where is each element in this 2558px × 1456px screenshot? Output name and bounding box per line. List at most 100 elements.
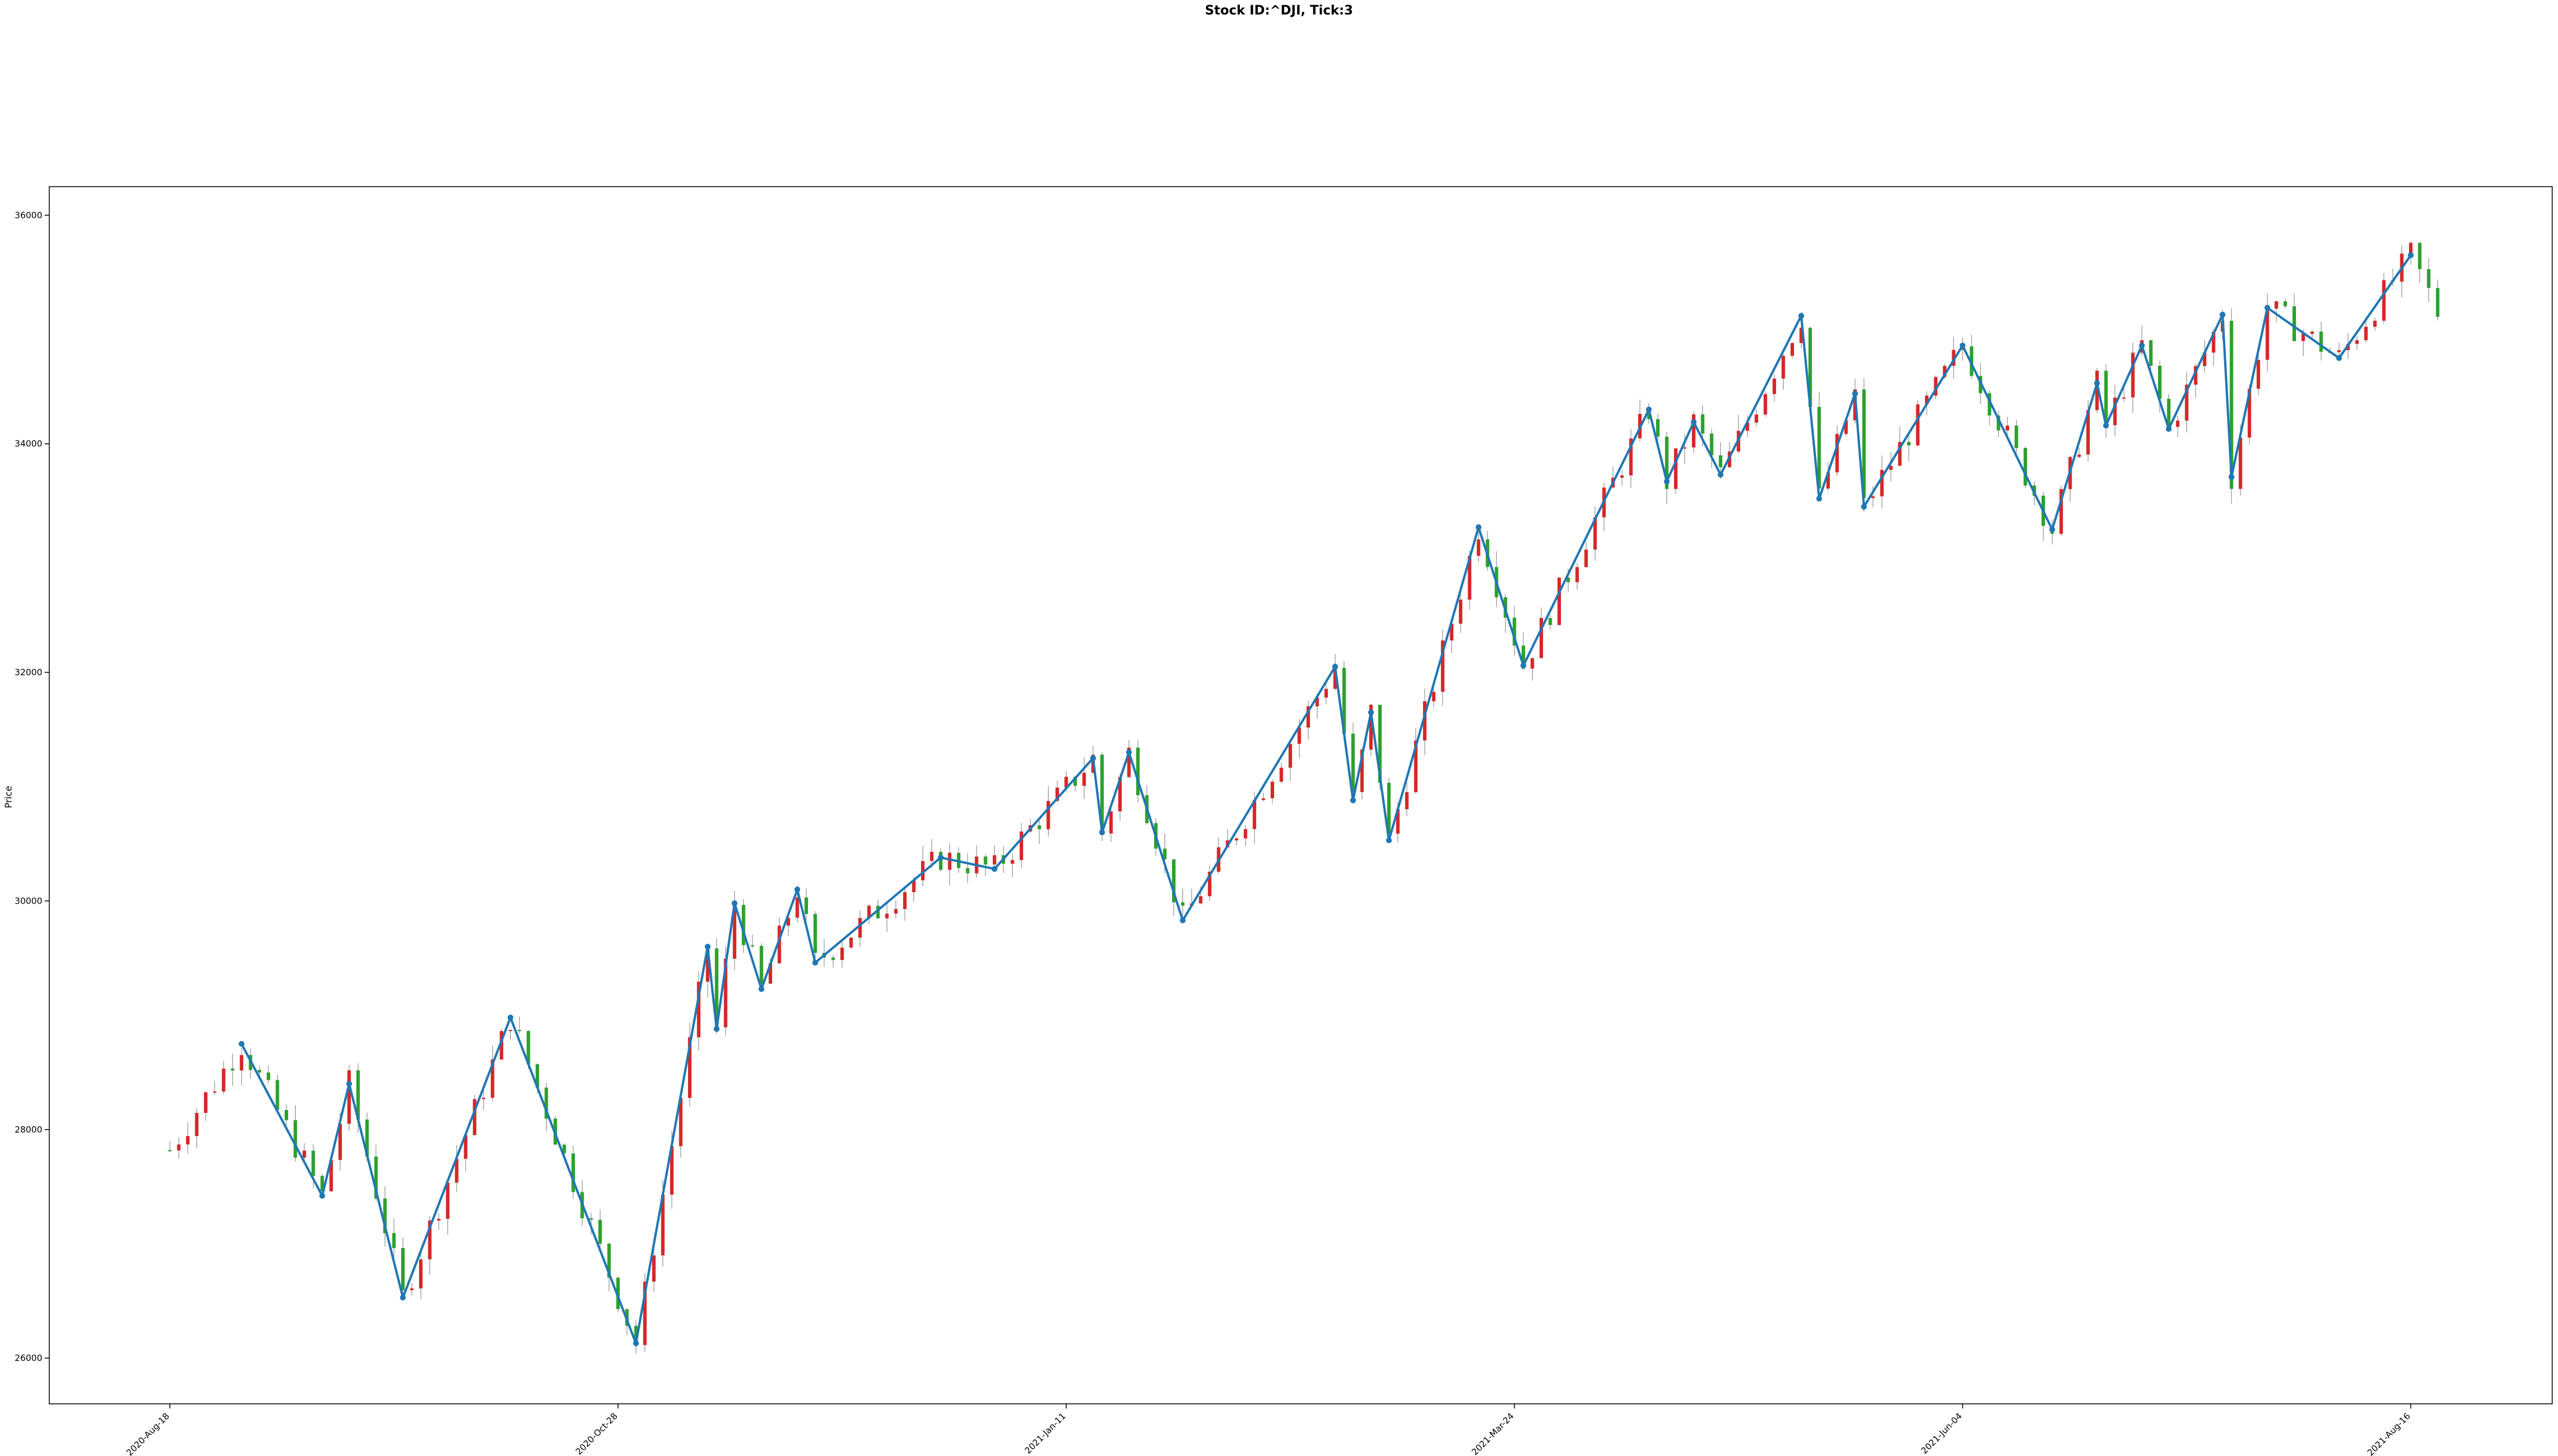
zigzag-point xyxy=(2094,380,2100,387)
candle-body xyxy=(562,1144,566,1154)
candle-body xyxy=(1934,377,1938,396)
candle-body xyxy=(1620,475,1624,478)
candle-body xyxy=(383,1198,387,1233)
x-axis: 2020-Aug-18 2020-Oct-28 2021-Jan-11 2021-Ma… xyxy=(124,1404,2413,1456)
candle-body xyxy=(1835,434,1839,472)
candle-body xyxy=(1010,860,1014,864)
candle-body xyxy=(938,851,943,870)
candle-body xyxy=(2355,340,2359,344)
zigzag-point xyxy=(1816,496,1822,502)
candle-body xyxy=(1171,859,1176,902)
candle-body xyxy=(1880,469,1884,497)
candle-body xyxy=(239,1055,243,1071)
candle-body xyxy=(705,948,709,982)
candle-body xyxy=(472,1099,476,1135)
zigzag-point xyxy=(1852,390,1858,396)
candle-body xyxy=(984,856,988,865)
zigzag-point xyxy=(400,1294,406,1301)
zigzag-point xyxy=(714,1026,720,1032)
candle-body xyxy=(1181,902,1185,906)
candle-body xyxy=(1988,393,1992,416)
candle-body xyxy=(679,1098,683,1146)
candle-body xyxy=(1253,800,1257,829)
candle-body xyxy=(1306,706,1310,728)
candle-body xyxy=(267,1072,271,1080)
candle-body xyxy=(231,1068,235,1071)
zigzag-point xyxy=(1798,312,1804,319)
candle-body xyxy=(1082,773,1086,786)
candle-body xyxy=(598,1220,602,1244)
candle-body xyxy=(195,1113,199,1137)
candle-body xyxy=(1324,689,1328,698)
candle-body xyxy=(1701,414,1705,434)
zigzag-point xyxy=(1520,663,1527,669)
candle-body xyxy=(1351,733,1355,792)
x-tick-label: 2021-Mar-24 xyxy=(1469,1411,1516,1456)
candles-layer xyxy=(168,241,2440,1354)
candle-body xyxy=(2301,333,2305,341)
candle-body xyxy=(221,1068,225,1092)
x-tick-label: 2021-Jan-11 xyxy=(1023,1411,1068,1456)
candle-body xyxy=(903,892,907,909)
candle-body xyxy=(2229,321,2233,489)
candle-body xyxy=(257,1069,261,1073)
zigzag-point xyxy=(937,854,944,861)
candle-body xyxy=(2203,352,2207,366)
zigzag-point xyxy=(794,886,800,893)
candle-body xyxy=(787,918,791,926)
candle-body xyxy=(1414,740,1418,792)
candle-body xyxy=(320,1175,324,1192)
candle-body xyxy=(1575,567,1579,583)
zigzag-point xyxy=(812,959,818,966)
y-tick-label: 30000 xyxy=(14,896,42,906)
candle-body xyxy=(526,1031,530,1065)
candle-body xyxy=(777,925,781,963)
candle-body xyxy=(2337,350,2341,352)
candle-body xyxy=(168,1150,172,1152)
zigzag-point xyxy=(238,1040,245,1047)
candle-body xyxy=(1781,355,1785,379)
candle-body xyxy=(1907,442,1911,446)
y-tick-label: 28000 xyxy=(14,1124,42,1135)
candle-body xyxy=(1817,407,1821,489)
x-tick-label: 2021-Jun-04 xyxy=(1919,1411,1964,1456)
candle-body xyxy=(1261,798,1265,800)
candle-body xyxy=(589,1218,593,1220)
zigzag-point xyxy=(704,944,711,950)
candle-body xyxy=(1396,809,1400,834)
candle-body xyxy=(1271,781,1275,799)
candle-body xyxy=(1647,414,1651,420)
candle-body xyxy=(311,1151,315,1176)
candle-body xyxy=(454,1159,459,1183)
candle-body xyxy=(2095,370,2099,410)
candle-body xyxy=(446,1182,450,1219)
zigzag-point xyxy=(2166,426,2172,432)
candle-body xyxy=(849,937,853,948)
candle-body xyxy=(1656,419,1660,437)
zigzag-point xyxy=(1090,755,1096,761)
candle-body xyxy=(2167,398,2171,427)
zigzag-point xyxy=(1126,749,1132,756)
zigzag-point xyxy=(758,986,765,992)
zigzag-point xyxy=(1180,917,1186,923)
x-tick-label: 2020-Oct-28 xyxy=(574,1411,620,1456)
candle-body xyxy=(1916,404,1920,446)
candle-body xyxy=(2239,437,2243,489)
candle-body xyxy=(1808,327,1812,407)
x-tick-label: 2020-Aug-18 xyxy=(124,1411,171,1456)
candle-body xyxy=(275,1080,279,1111)
candle-body xyxy=(2265,308,2269,360)
candle-body xyxy=(1038,825,1042,829)
candle-body xyxy=(1629,438,1633,476)
candle-body xyxy=(419,1259,423,1288)
candle-body xyxy=(544,1087,548,1119)
candle-body xyxy=(948,853,952,870)
candle-body xyxy=(1530,658,1534,669)
candle-body xyxy=(607,1243,611,1278)
candle-body xyxy=(687,1037,692,1098)
y-tick-label: 26000 xyxy=(14,1353,42,1363)
candle-body xyxy=(1297,727,1301,744)
candle-body xyxy=(1898,442,1902,466)
candle-body xyxy=(1566,577,1570,583)
